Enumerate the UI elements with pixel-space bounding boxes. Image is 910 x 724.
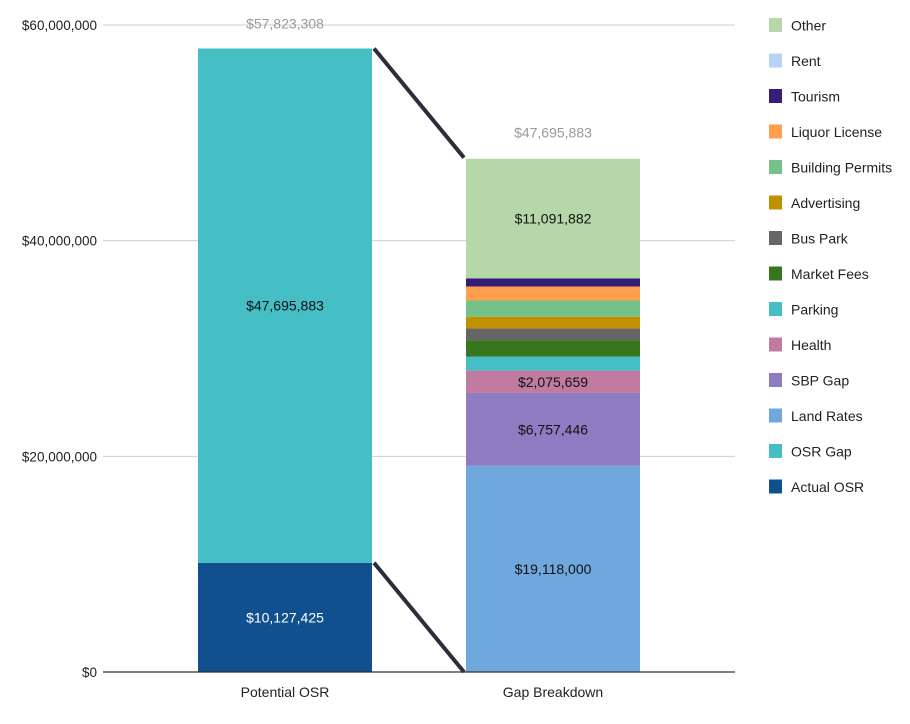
legend-item-health[interactable]: Health: [769, 337, 831, 353]
segment-labels: $10,127,425 $47,695,883 $19,118,000 $6,757,…: [246, 211, 592, 626]
legend-item-actual-osr[interactable]: Actual OSR: [769, 479, 864, 495]
bar-segment-sbp-gap: [466, 392, 640, 466]
bar-segment-parking: [466, 356, 640, 371]
legend-label: Health: [791, 337, 831, 353]
bar-segment-market-fees: [466, 340, 640, 357]
legend-swatch: [769, 302, 782, 316]
legend-swatch: [769, 195, 782, 210]
legend-swatch: [769, 444, 782, 458]
legend-item-parking[interactable]: Parking: [769, 302, 838, 318]
legend-swatch: [769, 53, 782, 68]
legend-item-advertising[interactable]: Advertising: [769, 195, 860, 211]
legend-swatch: [769, 408, 782, 423]
legend-swatch: [769, 160, 782, 174]
legend-swatch: [769, 479, 782, 494]
legend-item-sbp-gap[interactable]: SBP Gap: [769, 373, 849, 389]
segment-value-label: $10,127,425: [246, 609, 324, 625]
connector-bottom: [372, 561, 466, 674]
bars: [198, 48, 640, 672]
legend-item-market-fees[interactable]: Market Fees: [769, 266, 869, 282]
segment-value-label: $6,757,446: [518, 421, 588, 437]
bar-segment-health: [466, 370, 640, 393]
legend-label: Land Rates: [791, 408, 863, 424]
segment-value-label: $47,695,883: [246, 298, 324, 314]
legend-label: Rent: [791, 53, 821, 69]
legend-label: OSR Gap: [791, 444, 852, 460]
legend-swatch: [769, 337, 782, 352]
bar-segment-land-rates: [466, 465, 640, 672]
legend-label: Tourism: [791, 89, 840, 105]
legend[interactable]: Other Rent Tourism Liquor License Building P…: [769, 18, 892, 496]
x-axis-labels: Potential OSR Gap Breakdown: [241, 684, 604, 700]
x-category-label: Gap Breakdown: [503, 684, 603, 700]
legend-label: Liquor License: [791, 124, 882, 140]
legend-item-land-rates[interactable]: Land Rates: [769, 408, 863, 424]
legend-item-building-permits[interactable]: Building Permits: [769, 160, 892, 176]
y-tick-label: $20,000,000: [22, 449, 97, 464]
legend-item-tourism[interactable]: Tourism: [769, 89, 840, 105]
segment-value-label: $19,118,000: [515, 561, 592, 577]
legend-label: Bus Park: [791, 231, 849, 247]
legend-swatch: [769, 89, 782, 103]
legend-item-other[interactable]: Other: [769, 18, 826, 34]
legend-label: SBP Gap: [791, 373, 849, 389]
y-tick-label: $0: [82, 665, 97, 680]
bar-segment-tourism: [466, 278, 640, 287]
legend-item-bus-park[interactable]: Bus Park: [769, 231, 849, 247]
legend-item-liquor-license[interactable]: Liquor License: [769, 124, 882, 140]
legend-swatch: [769, 373, 782, 387]
bar-segment-advertising: [466, 316, 640, 329]
legend-label: Advertising: [791, 195, 860, 211]
legend-item-osr-gap[interactable]: OSR Gap: [769, 444, 852, 460]
legend-item-rent[interactable]: Rent: [769, 53, 821, 69]
legend-swatch: [769, 266, 782, 281]
y-tick-label: $60,000,000: [22, 18, 97, 33]
bar-segment-other: [466, 158, 640, 279]
legend-label: Parking: [791, 302, 838, 318]
connectors: [372, 47, 466, 674]
total-label: $47,695,883: [514, 125, 592, 141]
total-labels: $57,823,308 $47,695,883: [246, 15, 592, 140]
legend-swatch: [769, 231, 782, 245]
segment-value-label: $2,075,659: [518, 374, 588, 390]
segment-value-label: $11,091,882: [515, 211, 592, 227]
legend-swatch: [769, 124, 782, 139]
connector-top: [372, 47, 466, 159]
legend-swatch: [769, 18, 782, 32]
bar-segment-bus-park: [466, 328, 640, 341]
y-tick-label: $40,000,000: [22, 234, 97, 249]
bar-segment-liquor-license: [466, 286, 640, 301]
gridlines: [103, 24, 735, 457]
legend-label: Actual OSR: [791, 479, 864, 495]
bar-segment-building-permits: [466, 300, 640, 317]
legend-label: Other: [791, 18, 826, 34]
total-label: $57,823,308: [246, 15, 324, 31]
bar-segment-actual-osr: [198, 562, 372, 672]
y-axis-labels: $0 $20,000,000 $40,000,000 $60,000,000: [22, 18, 97, 680]
legend-label: Building Permits: [791, 160, 892, 176]
x-category-label: Potential OSR: [241, 684, 330, 700]
bar-segment-osr-gap: [198, 48, 372, 563]
legend-label: Market Fees: [791, 266, 869, 282]
